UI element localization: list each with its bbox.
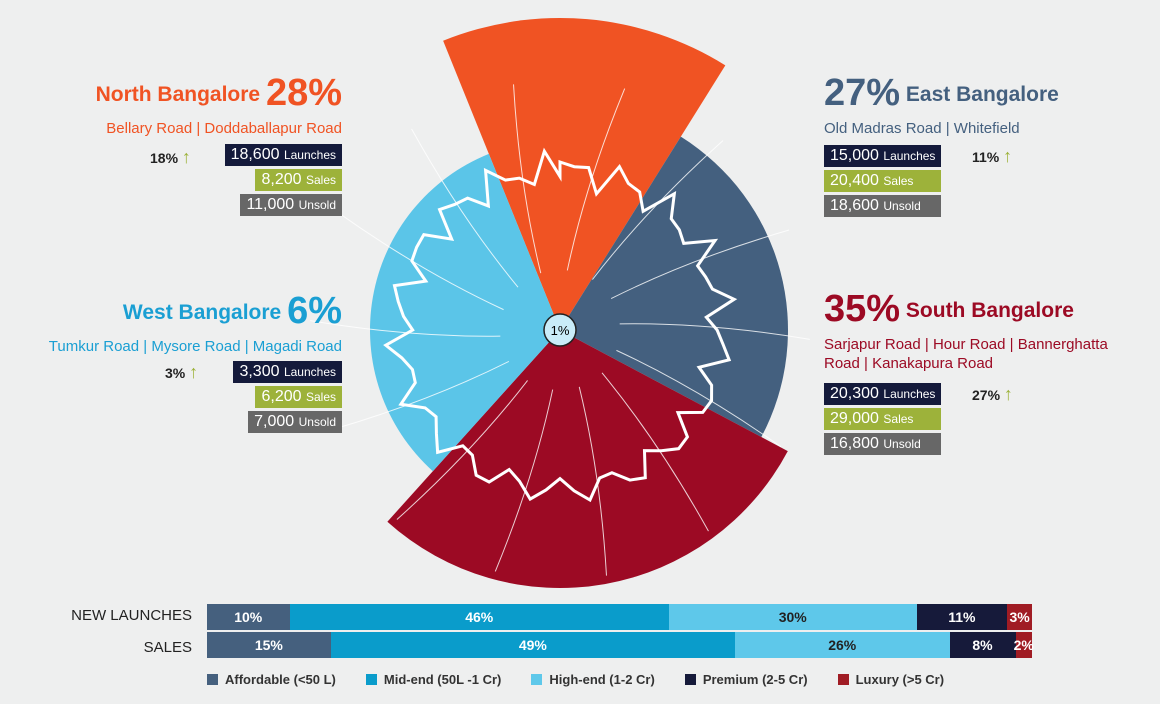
south-launches: 20,300 Launches xyxy=(824,383,942,405)
road-line xyxy=(619,323,810,340)
east-block: 27% East Bangalore Old Madras Road | Whi… xyxy=(824,72,1059,138)
east-name: East Bangalore xyxy=(905,83,1059,106)
east-launches: 15,000 Launches xyxy=(824,145,942,167)
road-line xyxy=(411,128,519,288)
bar-segment: 15% xyxy=(207,632,331,658)
north-unsold: 11,000 Unsold xyxy=(240,194,342,216)
east-stats: 15,000 Launches 20,400 Sales 18,600 Unso… xyxy=(824,145,942,217)
bar-segment: 10% xyxy=(207,604,290,630)
center-label: 1% xyxy=(551,323,570,338)
north-sales: 8,200 Sales xyxy=(255,169,342,191)
road-line xyxy=(578,386,607,576)
legend-swatch xyxy=(531,674,543,685)
row-label-sales: SALES xyxy=(143,639,192,656)
north-growth: 18% ↑ xyxy=(150,147,191,167)
west-growth: 3% ↑ xyxy=(165,362,199,382)
east-unsold: 18,600 Unsold xyxy=(824,195,942,217)
wedge-north xyxy=(443,17,726,330)
legend-item: Affordable (<50 L) xyxy=(207,672,336,687)
road-line xyxy=(330,360,510,431)
west-stats: 3,300 Launches 6,200 Sales 7,000 Unsold xyxy=(233,361,342,433)
road-line xyxy=(566,88,626,271)
bar-segment: 30% xyxy=(669,604,917,630)
bar-segment: 8% xyxy=(949,632,1016,658)
west-sales: 6,200 Sales xyxy=(255,386,342,408)
polar-chart: 1% xyxy=(310,17,810,588)
legend-swatch xyxy=(837,674,849,685)
wedge-south xyxy=(387,330,788,588)
bar-segment: 11% xyxy=(916,604,1008,630)
legend-item: High-end (1-2 Cr) xyxy=(531,672,655,687)
sales-bar: 15% 49% 26% 8% 2% xyxy=(207,632,1034,658)
east-roads: Old Madras Road | Whitefield xyxy=(824,120,1020,137)
north-name: North Bangalore xyxy=(95,83,261,106)
south-unsold: 16,800 Unsold xyxy=(824,433,942,455)
south-roads: Sarjapur Road | Hour Road | Bannerghatta… xyxy=(824,336,1108,372)
east-growth: 11% ↑ xyxy=(972,146,1013,166)
south-sales: 29,000 Sales xyxy=(824,408,942,430)
west-roads: Tumkur Road | Mysore Road | Magadi Road xyxy=(48,338,342,355)
south-name: South Bangalore xyxy=(905,299,1074,322)
south-share: 35% xyxy=(824,288,901,330)
west-share: 6% xyxy=(287,290,342,332)
legend-swatch xyxy=(684,674,696,685)
road-line xyxy=(494,389,554,572)
north-share: 28% xyxy=(265,72,342,114)
south-stats: 20,300 Launches 29,000 Sales 16,800 Unso… xyxy=(824,383,942,455)
bar-segment: 26% xyxy=(735,632,950,658)
south-growth: 27% ↑ xyxy=(972,384,1013,404)
bar-segment: 46% xyxy=(289,604,669,630)
road-line xyxy=(616,349,782,448)
east-share: 27% xyxy=(824,72,901,114)
road-line xyxy=(513,84,542,274)
south-block: 35% South Bangalore Sarjapur Road | Hour… xyxy=(824,288,1124,373)
city-boundary xyxy=(383,147,738,503)
arrow-up-icon: ↑ xyxy=(189,362,199,382)
legend-swatch xyxy=(365,674,377,685)
north-stats: 18,600 Launches 8,200 Sales 11,000 Unsol… xyxy=(224,144,342,216)
legend-item: Premium (2-5 Cr) xyxy=(684,672,808,687)
bar-segment: 3% xyxy=(1007,604,1032,630)
legend-item: Luxury (>5 Cr) xyxy=(837,672,944,687)
wedge-east xyxy=(560,136,788,438)
west-block: West Bangalore 6% Tumkur Road | Mysore R… xyxy=(49,290,342,356)
road-line xyxy=(338,212,504,311)
arrow-up-icon: ↑ xyxy=(1003,384,1013,404)
road-line xyxy=(601,372,709,532)
launches-bar: 10% 46% 30% 11% 3% xyxy=(207,604,1032,630)
arrow-up-icon: ↑ xyxy=(1003,146,1013,166)
west-launches: 3,300 Launches xyxy=(233,361,342,383)
north-roads: Bellary Road | Doddaballapur Road xyxy=(106,120,342,137)
arrow-up-icon: ↑ xyxy=(181,147,191,167)
west-name: West Bangalore xyxy=(122,301,282,324)
west-unsold: 7,000 Unsold xyxy=(248,411,342,433)
bar-segment: 2% xyxy=(1014,632,1034,658)
bar-segment: 49% xyxy=(330,632,735,658)
legend-item: Mid-end (50L -1 Cr) xyxy=(365,672,501,687)
road-line xyxy=(592,140,724,280)
row-label-launches: NEW LAUNCHES xyxy=(71,607,192,624)
east-sales: 20,400 Sales xyxy=(824,170,942,192)
legend: Affordable (<50 L) Mid-end (50L -1 Cr) Hig… xyxy=(207,672,944,687)
wedge-west xyxy=(370,153,560,472)
north-block: North Bangalore 28% Bellary Road | Dodda… xyxy=(96,72,342,138)
north-launches: 18,600 Launches xyxy=(224,144,342,166)
legend-swatch xyxy=(207,674,218,685)
road-line xyxy=(610,229,790,300)
center-zone xyxy=(543,313,577,347)
